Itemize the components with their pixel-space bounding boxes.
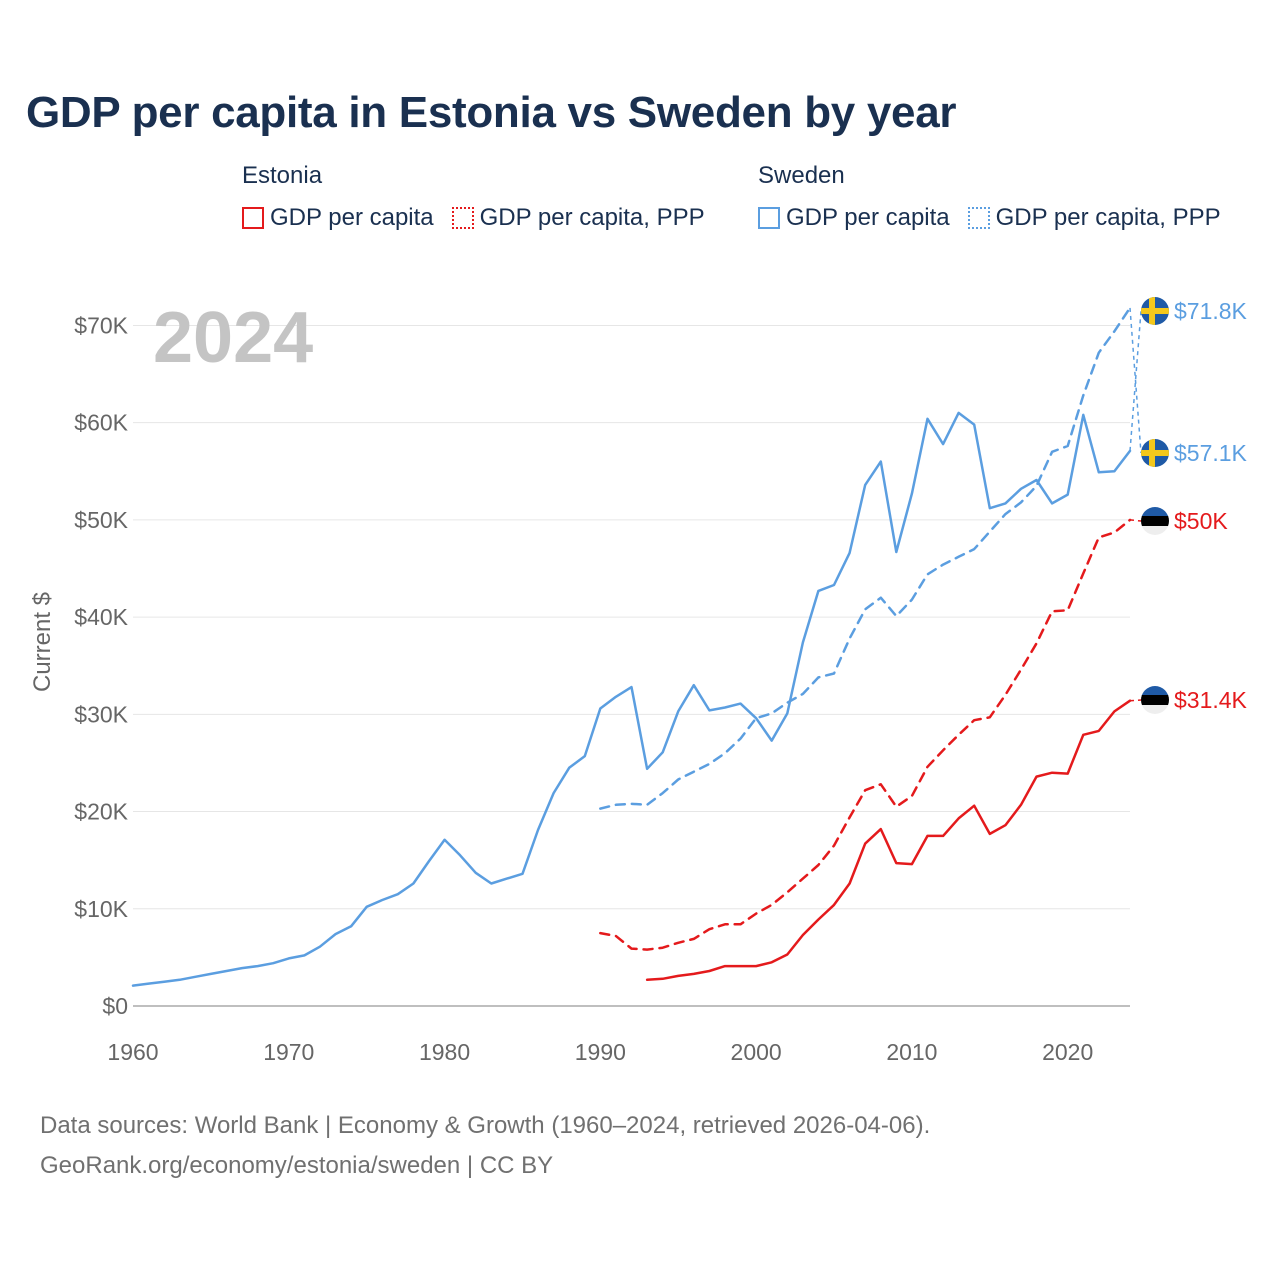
legend-item-estonia-gdp-ppp[interactable]: GDP per capita, PPP bbox=[451, 204, 705, 232]
x-tick-label: 2020 bbox=[1042, 1039, 1093, 1065]
y-tick-label: $10K bbox=[74, 896, 128, 922]
y-tick-label: $60K bbox=[74, 410, 128, 436]
series-line-sweden-gdp-per-capita-ppp[interactable] bbox=[599, 306, 1132, 810]
y-tick-label: $20K bbox=[74, 799, 128, 825]
x-tick-label: 2010 bbox=[886, 1039, 937, 1065]
end-value-label: $50K bbox=[1174, 508, 1228, 534]
legend-item-sweden-gdp-ppp[interactable]: GDP per capita, PPP bbox=[967, 204, 1221, 232]
end-value-label: $31.4K bbox=[1174, 687, 1248, 713]
legend-label: GDP per capita bbox=[786, 204, 950, 231]
year-label: 2024 bbox=[153, 298, 313, 378]
y-tick-label: $0 bbox=[102, 993, 128, 1019]
legend-group-name: Estonia bbox=[242, 162, 323, 189]
footer-source: Data sources: World Bank | Economy & Gro… bbox=[40, 1112, 931, 1139]
legend-swatch bbox=[242, 207, 264, 229]
x-tick-label: 1980 bbox=[419, 1039, 470, 1065]
legend-swatch bbox=[758, 207, 780, 229]
x-tick-label: 2000 bbox=[731, 1039, 782, 1065]
series-line-estonia-gdp-per-capita[interactable] bbox=[645, 699, 1132, 982]
x-tick-label: 1970 bbox=[263, 1039, 314, 1065]
legend-label: GDP per capita, PPP bbox=[995, 204, 1221, 231]
estonia-flag-icon bbox=[1141, 686, 1169, 714]
legend-item-sweden-gdp[interactable]: GDP per capita bbox=[758, 204, 950, 232]
end-connector bbox=[1129, 307, 1142, 454]
chart-title: GDP per capita in Estonia vs Sweden by y… bbox=[26, 88, 957, 137]
y-axis-title: Current $ bbox=[29, 592, 56, 692]
sweden-flag-icon bbox=[1141, 297, 1169, 325]
footer: Data sources: World Bank | Economy & Gro… bbox=[40, 1106, 930, 1186]
footer-link[interactable]: GeoRank.org/economy/estonia/sweden | CC … bbox=[40, 1152, 554, 1179]
legend-swatch bbox=[451, 207, 474, 229]
y-tick-label: $70K bbox=[74, 312, 128, 338]
legend-label: GDP per capita, PPP bbox=[479, 204, 705, 231]
sweden-flag-icon bbox=[1141, 439, 1169, 467]
end-value-label: $57.1K bbox=[1174, 440, 1248, 466]
y-tick-label: $40K bbox=[74, 604, 128, 630]
legend-label: GDP per capita bbox=[270, 204, 434, 231]
x-tick-label: 1990 bbox=[575, 1039, 626, 1065]
y-tick-label: $50K bbox=[74, 507, 128, 533]
legend-item-estonia-gdp[interactable]: GDP per capita bbox=[242, 204, 434, 232]
end-connector bbox=[1129, 699, 1142, 702]
y-tick-label: $30K bbox=[74, 701, 128, 727]
estonia-flag-icon bbox=[1141, 507, 1169, 535]
x-tick-label: 1960 bbox=[107, 1039, 158, 1065]
legend-swatch bbox=[967, 207, 990, 229]
end-value-label: $71.8K bbox=[1174, 298, 1248, 324]
series-line-sweden-gdp-per-capita[interactable] bbox=[131, 411, 1132, 987]
legend-group-sweden: Sweden GDP per capita GDP per capita, PP… bbox=[758, 162, 1221, 232]
end-connector bbox=[1129, 519, 1142, 522]
series-line-estonia-gdp-per-capita-ppp[interactable] bbox=[599, 518, 1132, 951]
legend-group-estonia: Estonia GDP per capita GDP per capita, P… bbox=[242, 162, 705, 232]
legend-group-name: Sweden bbox=[758, 162, 845, 189]
